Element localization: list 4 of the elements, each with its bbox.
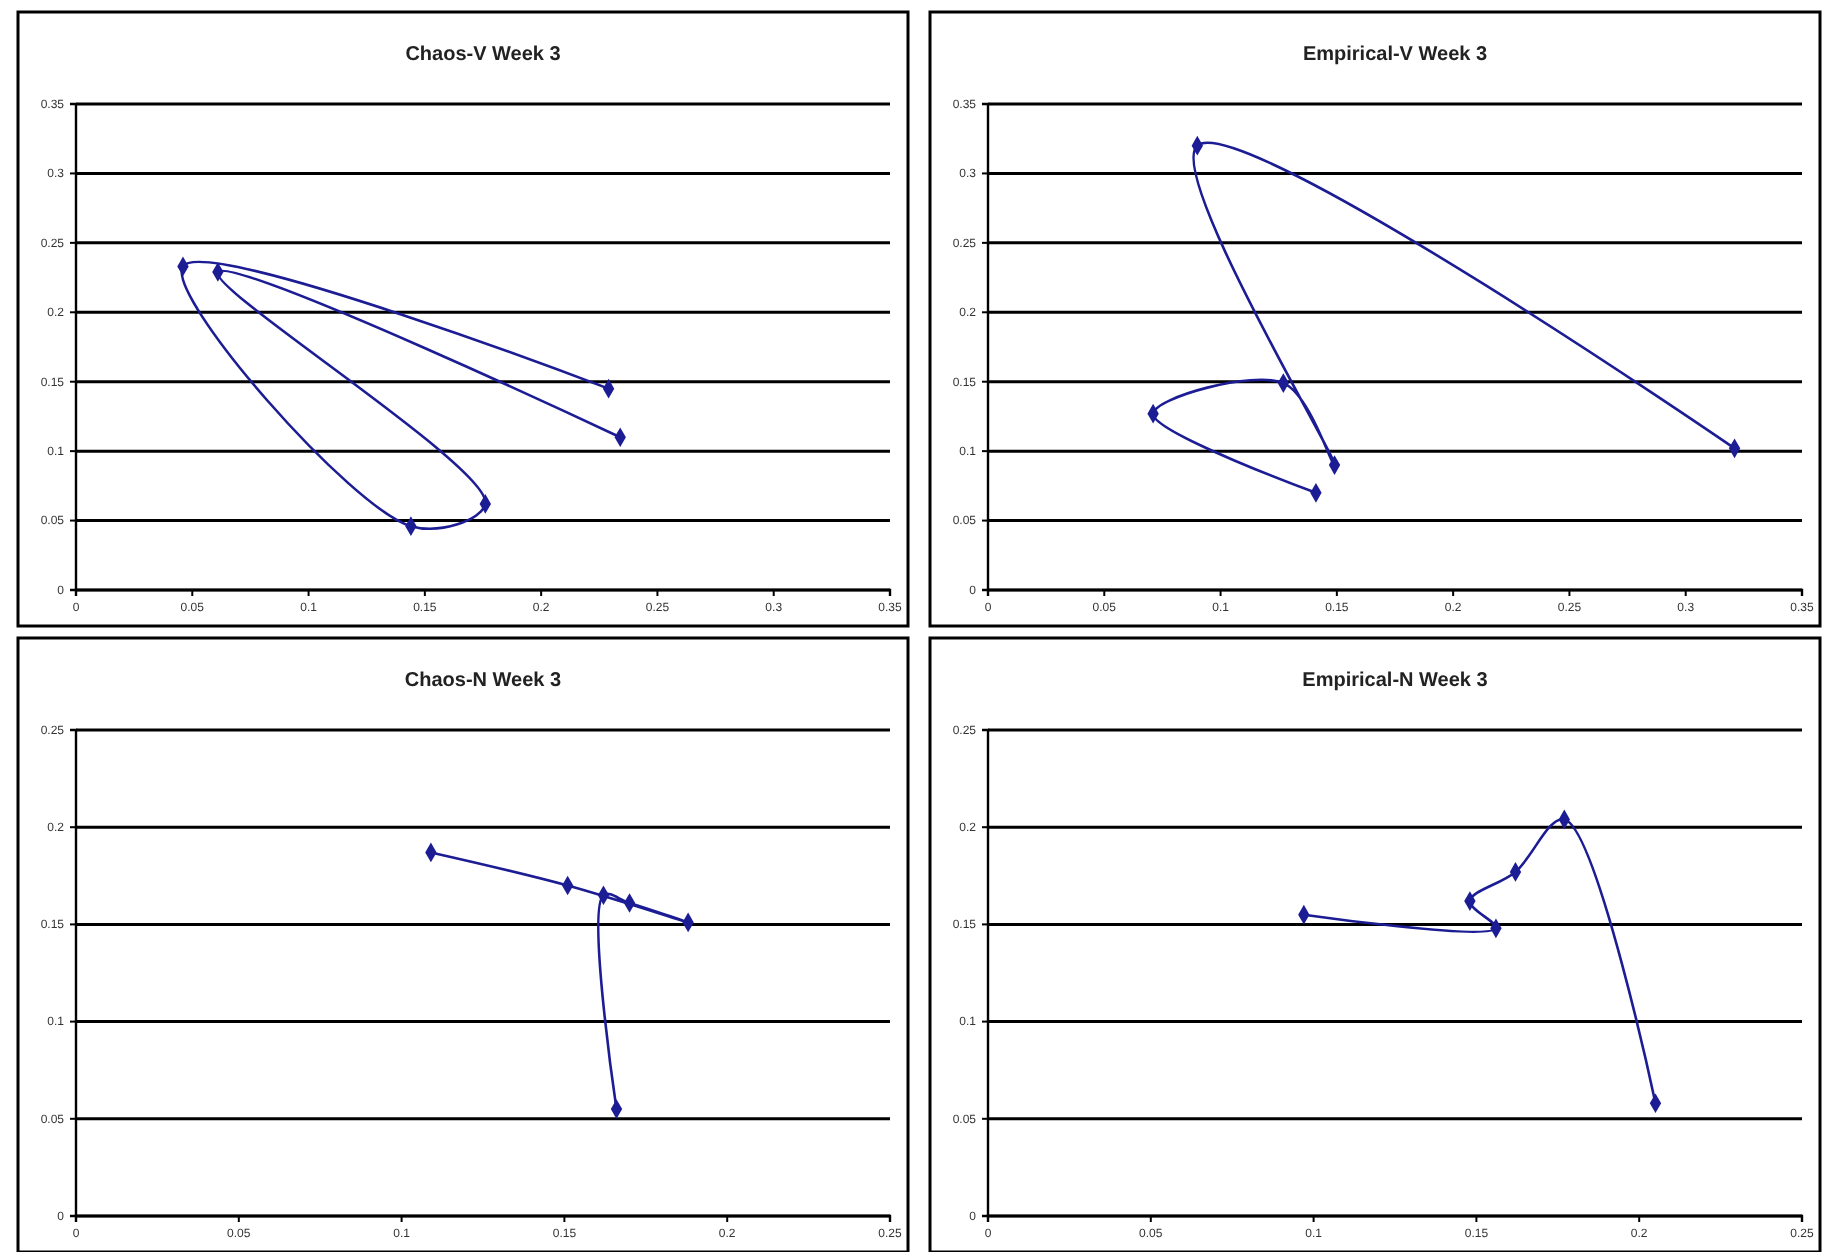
chart-title: Chaos-N Week 3 <box>404 670 563 692</box>
chart-title: Empirical-N Week 3 <box>1302 670 1489 692</box>
chart-title: Empirical-V Week 3 <box>1302 44 1488 66</box>
chart-title: Chaos-V Week 3 <box>405 44 562 66</box>
